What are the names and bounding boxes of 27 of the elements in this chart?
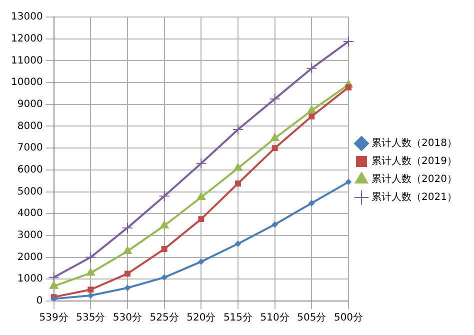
y-tick-label: 12000 <box>11 33 43 44</box>
x-tick-label: 530分 <box>112 312 142 324</box>
y-tick-label: 7000 <box>17 142 43 154</box>
y-tick-label: 1000 <box>17 274 43 285</box>
y-tick-label: 6000 <box>17 164 43 176</box>
x-tick-label: 505分 <box>297 312 326 324</box>
y-tick-label: 0 <box>36 296 43 307</box>
legend-label: 累计人数（2019） <box>372 155 457 168</box>
y-tick-label: 10000 <box>11 77 43 88</box>
y-tick-label: 9000 <box>17 98 43 110</box>
y-tick-label: 8000 <box>17 120 43 132</box>
y-tick-label: 11000 <box>11 55 43 66</box>
x-tick-label: 500分 <box>334 312 364 324</box>
y-tick-label: 2000 <box>17 252 43 263</box>
x-tick-label: 539分 <box>39 312 68 324</box>
legend-label: 累计人数（2021） <box>372 191 457 204</box>
x-tick-label: 525分 <box>150 312 179 324</box>
x-tick-label: 510分 <box>260 312 290 324</box>
y-tick-label: 4000 <box>17 208 43 220</box>
y-tick-label: 3000 <box>17 230 43 242</box>
y-tick-label: 13000 <box>11 12 43 23</box>
x-tick-label: 535分 <box>76 312 106 324</box>
x-tick-label: 520分 <box>186 312 216 324</box>
legend-label: 累计人数（2018） <box>372 137 457 150</box>
y-tick-label: 5000 <box>17 186 43 198</box>
legend-label: 累计人数（2020） <box>372 173 457 186</box>
x-tick-label: 515分 <box>223 312 253 324</box>
